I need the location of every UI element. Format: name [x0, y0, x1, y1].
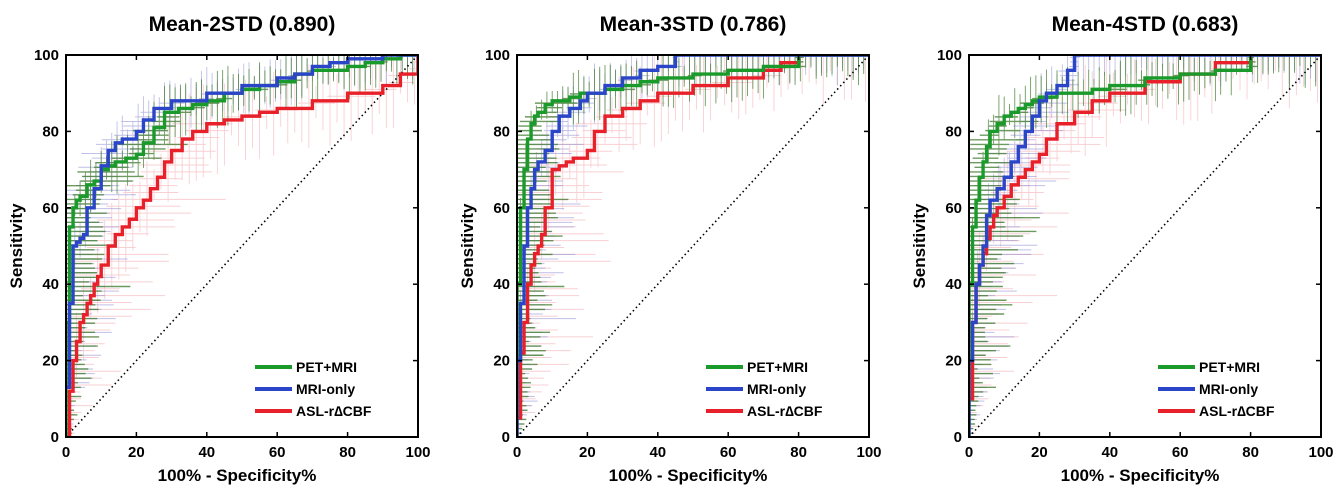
y-axis-label: Sensitivity — [458, 203, 477, 289]
roc-curve-asl-r-cbf — [66, 55, 418, 437]
x-tick-label: 80 — [1242, 444, 1259, 461]
legend: PET+MRI MRI-only ASL-r∆CBF — [255, 359, 372, 419]
chance-diagonal-line — [517, 55, 869, 437]
y-tick-label: 20 — [493, 353, 510, 370]
legend: PET+MRI MRI-only ASL-r∆CBF — [706, 359, 823, 419]
legend-label-pet-mri: PET+MRI — [747, 359, 808, 375]
plot-area — [969, 55, 1321, 437]
legend-label-mri-only: MRI-only — [296, 381, 355, 397]
y-tick-label: 80 — [493, 123, 510, 140]
y-tick-label: 60 — [493, 200, 510, 217]
roc-curve-asl-r-cbf — [517, 55, 869, 420]
plot-area — [517, 55, 869, 437]
chance-diagonal-line — [66, 55, 418, 437]
y-tick-label: 100 — [485, 47, 510, 64]
legend-label-mri-only: MRI-only — [1199, 381, 1258, 397]
x-tick-label: 100 — [405, 444, 430, 461]
x-axis-label: 100% - Specificity% — [1061, 466, 1220, 485]
x-tick-label: 100 — [856, 444, 881, 461]
x-tick-label: 0 — [965, 444, 973, 461]
x-tick-label: 80 — [339, 444, 356, 461]
chart-title: Mean-4STD (0.683) — [1052, 13, 1239, 36]
legend: PET+MRI MRI-only ASL-r∆CBF — [1158, 359, 1275, 419]
x-tick-label: 80 — [790, 444, 807, 461]
legend-label-mri-only: MRI-only — [747, 381, 806, 397]
x-tick-label: 40 — [198, 444, 215, 461]
roc-curve-mri-only — [517, 55, 869, 437]
chart-panel-mean-2std: 0 20 40 60 80 100 0 20 40 60 80 100 Mean-2STD (0.890… — [7, 13, 431, 485]
x-tick-label: 20 — [1031, 444, 1048, 461]
y-tick-label: 100 — [937, 47, 962, 64]
roc-curve-pet-mri — [517, 55, 869, 437]
x-tick-label: 60 — [1172, 444, 1189, 461]
chart-panel-mean-3std: 0 20 40 60 80 100 0 20 40 60 80 100 Mean-3STD (0.786… — [458, 13, 882, 485]
x-axis-label: 100% - Specificity% — [158, 466, 317, 485]
x-tick-label: 60 — [269, 444, 286, 461]
y-tick-label: 0 — [502, 429, 510, 446]
x-tick-label: 100 — [1308, 444, 1333, 461]
axes-frame — [968, 54, 1322, 438]
chance-diagonal-line — [969, 55, 1321, 437]
chart-title: Mean-2STD (0.890) — [149, 13, 336, 36]
x-tick-label: 0 — [513, 444, 521, 461]
legend-label-asl-r-cbf: ASL-r∆CBF — [1199, 403, 1275, 419]
y-tick-label: 0 — [51, 429, 59, 446]
y-tick-label: 40 — [42, 276, 59, 293]
y-tick-label: 20 — [945, 353, 962, 370]
y-axis-label: Sensitivity — [910, 203, 929, 289]
axes-frame — [516, 54, 870, 438]
x-tick-label: 0 — [62, 444, 70, 461]
x-axis-label: 100% - Specificity% — [609, 466, 768, 485]
roc-curve-mri-only — [969, 55, 1321, 437]
chart-title: Mean-3STD (0.786) — [600, 13, 787, 36]
y-tick-label: 60 — [945, 200, 962, 217]
legend-label-asl-r-cbf: ASL-r∆CBF — [747, 403, 823, 419]
plot-area — [66, 55, 418, 437]
confidence-band-pet-mri — [66, 55, 414, 434]
y-axis-label: Sensitivity — [7, 203, 26, 289]
y-tick-label: 100 — [34, 47, 59, 64]
y-tick-label: 40 — [945, 276, 962, 293]
x-tick-label: 40 — [649, 444, 666, 461]
y-tick-label: 0 — [954, 429, 962, 446]
legend-label-pet-mri: PET+MRI — [1199, 359, 1260, 375]
axes-frame — [65, 54, 419, 438]
x-tick-label: 40 — [1101, 444, 1118, 461]
roc-curve-pet-mri — [969, 55, 1321, 437]
confidence-band-mri-only — [66, 55, 414, 434]
x-tick-label: 60 — [720, 444, 737, 461]
y-tick-label: 80 — [945, 123, 962, 140]
x-tick-label: 20 — [128, 444, 145, 461]
roc-curve-mri-only — [66, 55, 418, 390]
y-tick-label: 40 — [493, 276, 510, 293]
x-tick-label: 20 — [579, 444, 596, 461]
confidence-band-pet-mri — [969, 55, 1317, 434]
legend-label-pet-mri: PET+MRI — [296, 359, 357, 375]
y-tick-label: 60 — [42, 200, 59, 217]
chart-panel-mean-4std: 0 20 40 60 80 100 0 20 40 60 80 100 Mean-4STD (0.683… — [910, 13, 1334, 485]
y-tick-label: 80 — [42, 123, 59, 140]
legend-label-asl-r-cbf: ASL-r∆CBF — [296, 403, 372, 419]
y-tick-label: 20 — [42, 353, 59, 370]
